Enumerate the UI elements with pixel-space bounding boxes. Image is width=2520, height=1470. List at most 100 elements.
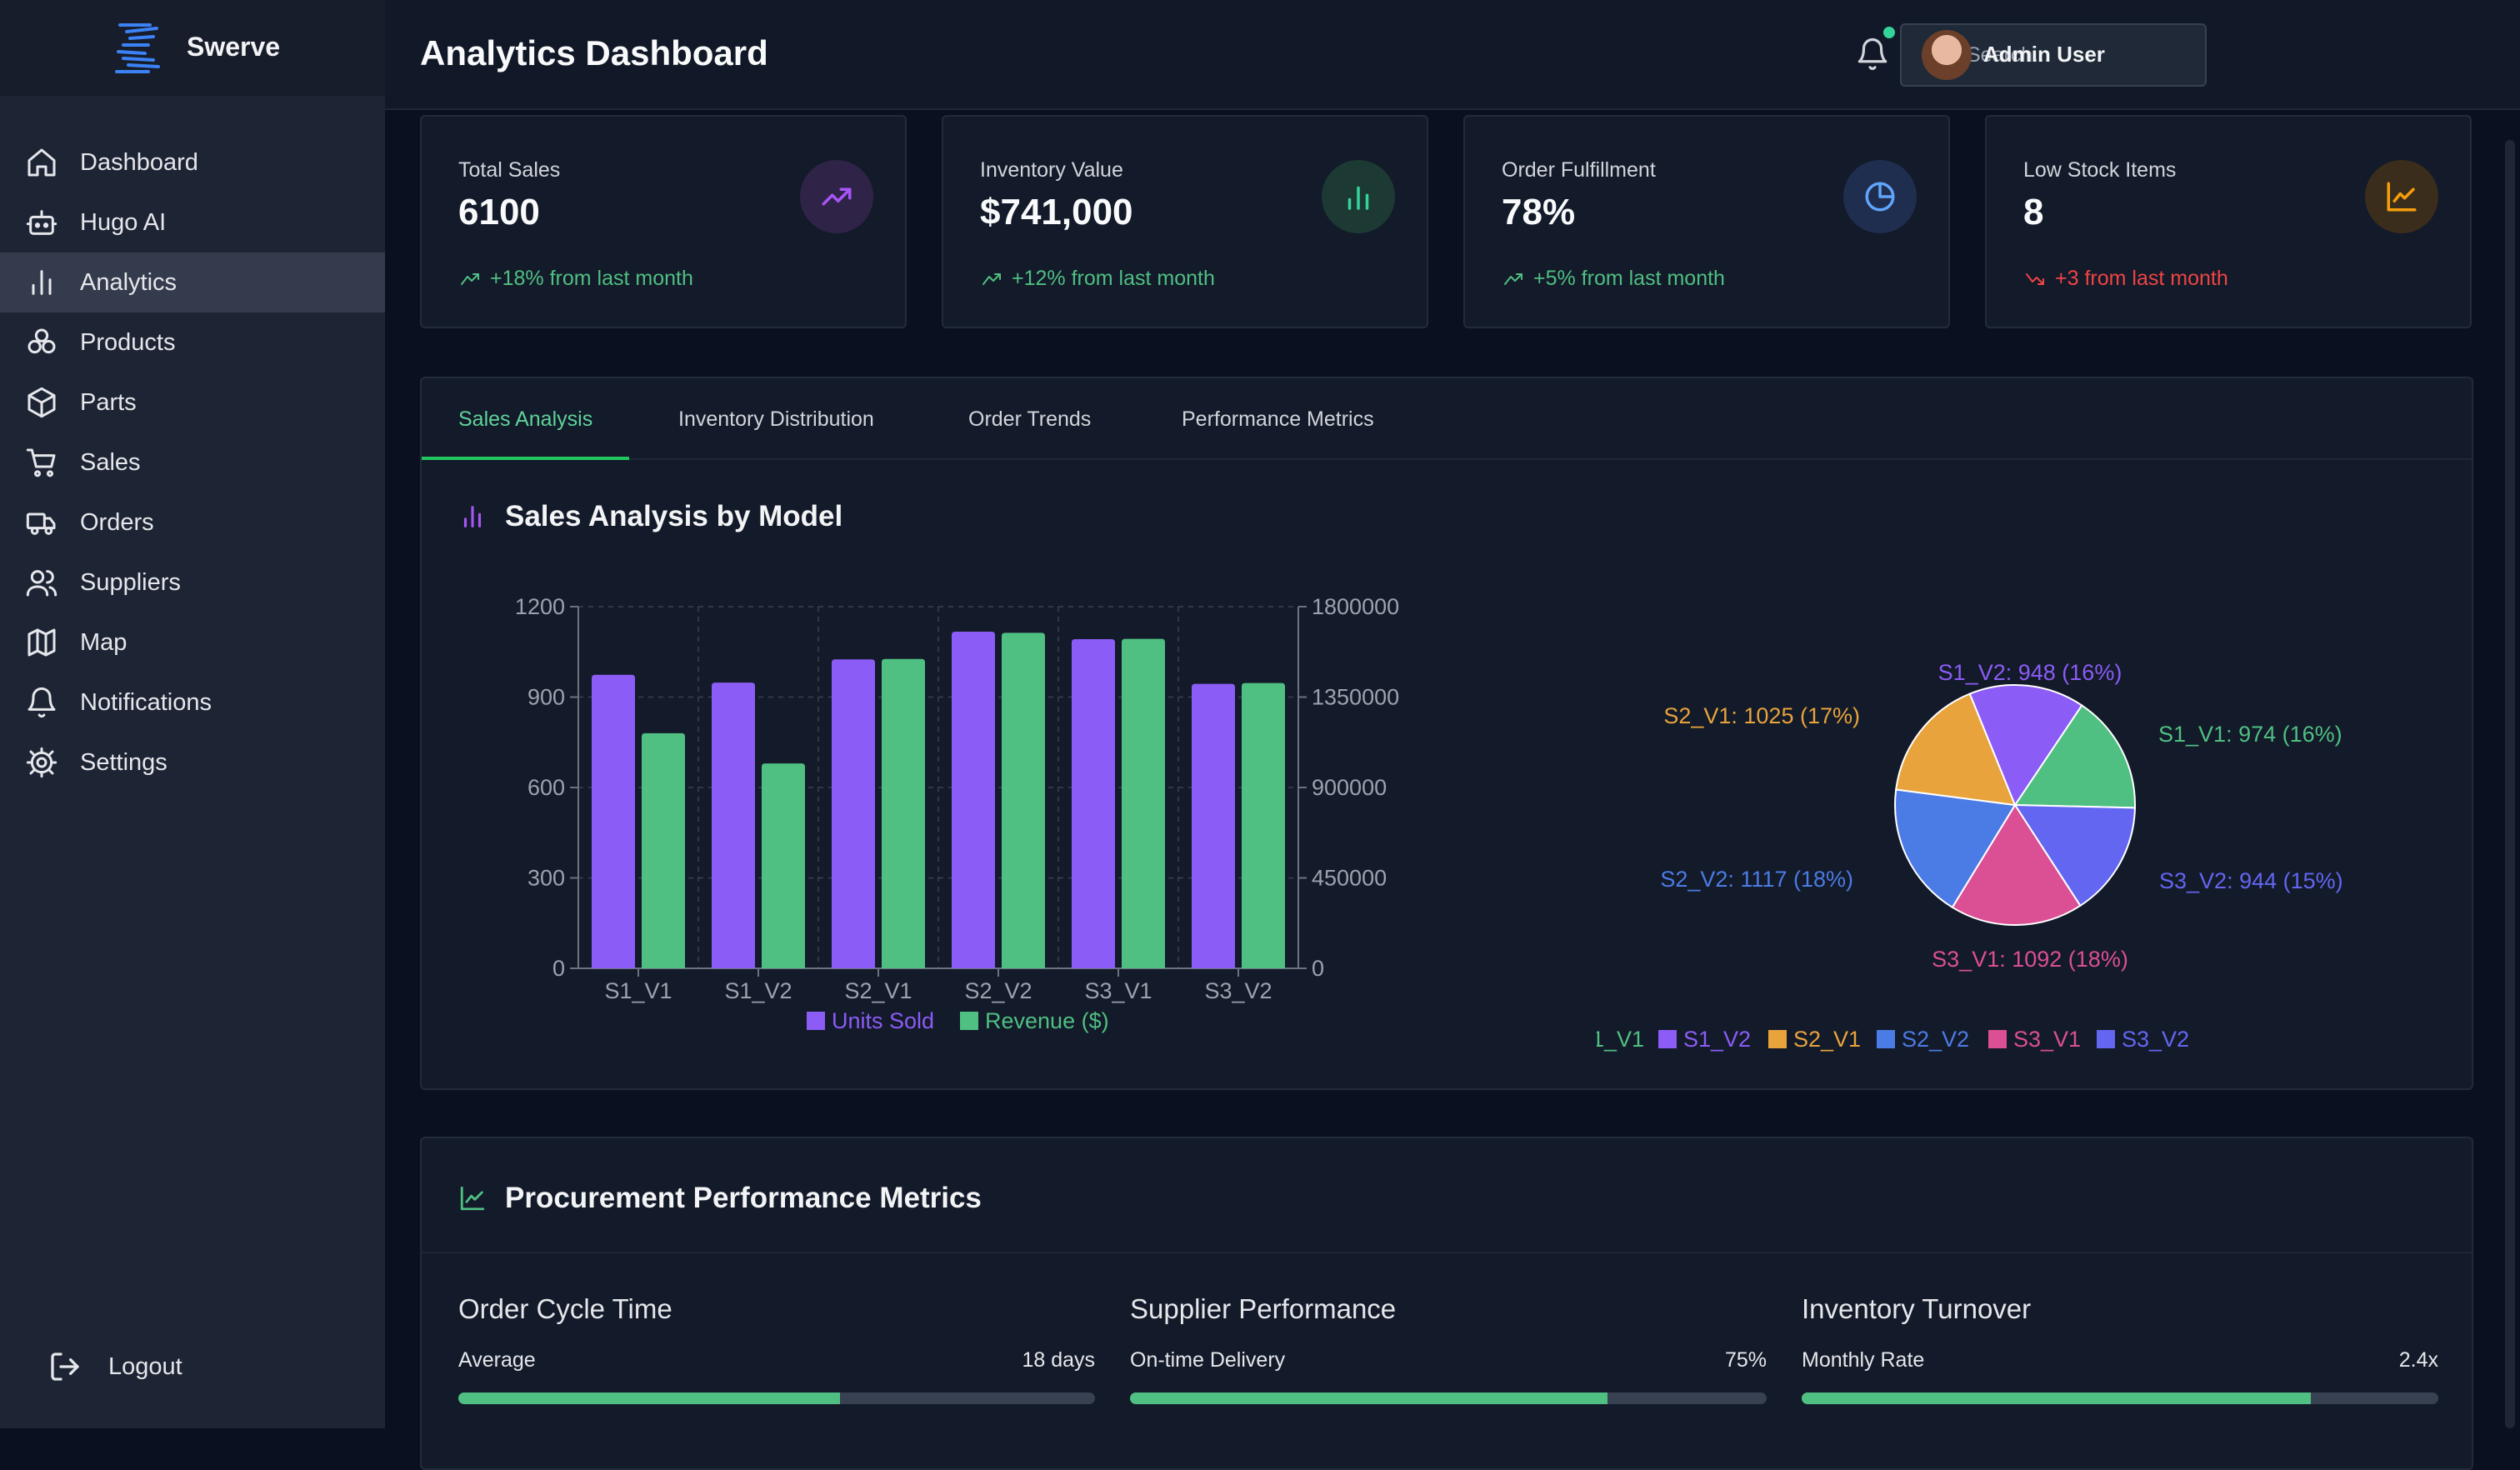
- y-tick-label-left: 0: [552, 956, 565, 981]
- y-tick-label-right: 0: [1312, 956, 1324, 981]
- pie-slice-s1_v2: [1968, 684, 2083, 808]
- pie-slice-s3_v1: [1951, 803, 2082, 926]
- sidebar-item-orders[interactable]: Orders: [0, 492, 385, 552]
- sidebar-item-label: Products: [80, 328, 176, 356]
- units-revenue-bar-chart: 0 300 600 900 1200 0 450000 900000 1350000 180000…: [515, 594, 1399, 1033]
- metric-progress-fill: [1802, 1392, 2312, 1404]
- sidebar-item-label: Suppliers: [80, 568, 181, 596]
- scrollbar-thumb[interactable]: [2505, 140, 2515, 1428]
- line-chart-icon: [2387, 182, 2417, 212]
- sidebar-item-dashboard[interactable]: Dashboard: [0, 132, 385, 192]
- pie-chart-icon: [1865, 182, 1895, 212]
- pie-slice-s3_v2: [2013, 803, 2136, 908]
- sidebar-item-settings[interactable]: Settings: [0, 732, 385, 792]
- stat-label: Low Stock Items: [2023, 158, 2177, 182]
- bar-units-sold-s3_v2: [1192, 683, 1235, 968]
- sidebar-item-hugo-ai[interactable]: Hugo AI: [0, 192, 385, 252]
- y-tick-label-right: 450000: [1312, 866, 1387, 891]
- metric-row: Average 18 days: [458, 1348, 1095, 1372]
- sidebar-item-label: Parts: [80, 388, 137, 416]
- stat-value: 6100: [458, 192, 540, 232]
- x-tick-label: S3_V1: [1084, 978, 1152, 1003]
- pie-data-label: S1_V2: 948 (16%): [1938, 660, 2122, 685]
- metric-value: 2.4x: [2398, 1348, 2438, 1372]
- sidebar-item-label: Dashboard: [80, 148, 198, 176]
- tab-performance-metrics[interactable]: Performance Metrics: [1182, 408, 1374, 431]
- sidebar-item-products[interactable]: Products: [0, 312, 385, 372]
- legend-label: S3_V2: [2122, 1027, 2189, 1052]
- bar-units-sold-s1_v1: [592, 674, 635, 968]
- stat-change-text: +12% from last month: [1012, 267, 1215, 290]
- y-tick-label-left: 300: [528, 866, 565, 891]
- legend-swatch: [807, 1012, 825, 1030]
- metric-label: On-time Delivery: [1130, 1348, 1286, 1372]
- bar-units-sold-s1_v2: [712, 682, 755, 968]
- y-tick-label-left: 1200: [515, 594, 565, 619]
- y-tick-label-right: 900000: [1312, 775, 1387, 800]
- metric-value: 18 days: [1022, 1348, 1095, 1372]
- legend-label: S2_V1: [1793, 1027, 1861, 1052]
- bar-revenue--s2_v1: [882, 658, 925, 968]
- sidebar: Swerve Dashboard Hugo AI Analytics Products…: [0, 0, 385, 1428]
- users-icon: [26, 570, 58, 597]
- gear-icon: [26, 747, 58, 778]
- legend-label: S1_V1: [1597, 1027, 1644, 1052]
- truck-icon: [26, 512, 56, 535]
- logout-button[interactable]: Logout: [48, 1350, 182, 1383]
- sales-section-header: Sales Analysis by Model: [458, 500, 842, 533]
- bar-revenue--s1_v1: [642, 732, 685, 968]
- tab-sales-analysis[interactable]: Sales Analysis: [422, 378, 630, 460]
- analytics-tabs: Sales Analysis Inventory Distribution Orde…: [422, 378, 2472, 460]
- avatar[interactable]: [1922, 30, 1972, 80]
- logout-icon: [51, 1352, 79, 1381]
- stat-label: Total Sales: [458, 158, 561, 182]
- sales-share-pie-chart: S1_V1: 974 (16%) S1_V2: 948 (16%) S2_V1: 1…: [1597, 660, 2343, 1052]
- sidebar-item-notifications[interactable]: Notifications: [0, 672, 385, 732]
- sidebar-item-label: Settings: [80, 748, 168, 776]
- sidebar-item-label: Orders: [80, 508, 154, 536]
- stat-card-total-sales: Total Sales 6100 +18% from last month: [420, 115, 907, 328]
- metric-title: Supplier Performance: [1130, 1293, 1397, 1324]
- bar-units-sold-s2_v1: [832, 659, 875, 968]
- stat-badge: [1843, 160, 1917, 233]
- tab-inventory-distribution[interactable]: Inventory Distribution: [678, 408, 874, 431]
- stat-change-text: +3 from last month: [2055, 267, 2228, 290]
- procurement-title: Procurement Performance Metrics: [505, 1182, 982, 1214]
- sidebar-item-label: Notifications: [80, 688, 212, 716]
- sidebar-item-suppliers[interactable]: Suppliers: [0, 552, 385, 612]
- search-input[interactable]: [1965, 42, 2198, 68]
- notifications-bell-icon[interactable]: [1855, 37, 1890, 72]
- tab-order-trends[interactable]: Order Trends: [968, 408, 1092, 431]
- bar-revenue--s2_v2: [1002, 632, 1045, 968]
- sidebar-item-parts[interactable]: Parts: [0, 372, 385, 432]
- metric-value: 75%: [1724, 1348, 1767, 1372]
- notification-dot: [1883, 27, 1895, 38]
- sidebar-item-map[interactable]: Map: [0, 612, 385, 672]
- sidebar-item-analytics[interactable]: Analytics: [0, 252, 385, 312]
- metric-supplier-performance: Supplier Performance On-time Delivery 75%: [1130, 1293, 1767, 1404]
- legend-label: Revenue ($): [985, 1008, 1109, 1033]
- legend-swatch: [2097, 1030, 2115, 1048]
- stat-card-order-fulfillment: Order Fulfillment 78% +5% from last month: [1463, 115, 1950, 328]
- bar-revenue--s3_v1: [1122, 638, 1165, 968]
- boxes-icon: [28, 328, 56, 354]
- stat-label: Order Fulfillment: [1502, 158, 1656, 182]
- bar-chart-icon: [1348, 186, 1369, 210]
- sidebar-item-sales[interactable]: Sales: [0, 432, 385, 492]
- metric-label: Monthly Rate: [1802, 1348, 1925, 1372]
- stat-change-text: +18% from last month: [490, 267, 693, 290]
- stat-change: +5% from last month: [1502, 267, 1725, 291]
- metric-progress-track: [1802, 1392, 2438, 1404]
- pie-data-label: S3_V1: 1092 (18%): [1932, 947, 2128, 972]
- stat-change: +3 from last month: [2023, 267, 2228, 291]
- metric-row: On-time Delivery 75%: [1130, 1348, 1767, 1372]
- legend-swatch: [1768, 1030, 1787, 1048]
- stat-value: 8: [2023, 192, 2044, 232]
- stat-badge: [2365, 160, 2438, 233]
- trending-down-icon: [2026, 272, 2044, 285]
- metric-title: Order Cycle Time: [458, 1293, 672, 1324]
- user-name[interactable]: Admin User: [1983, 42, 2105, 67]
- brand[interactable]: Swerve: [0, 0, 385, 96]
- x-tick-label: S1_V2: [724, 978, 792, 1003]
- stat-change: +18% from last month: [458, 267, 693, 291]
